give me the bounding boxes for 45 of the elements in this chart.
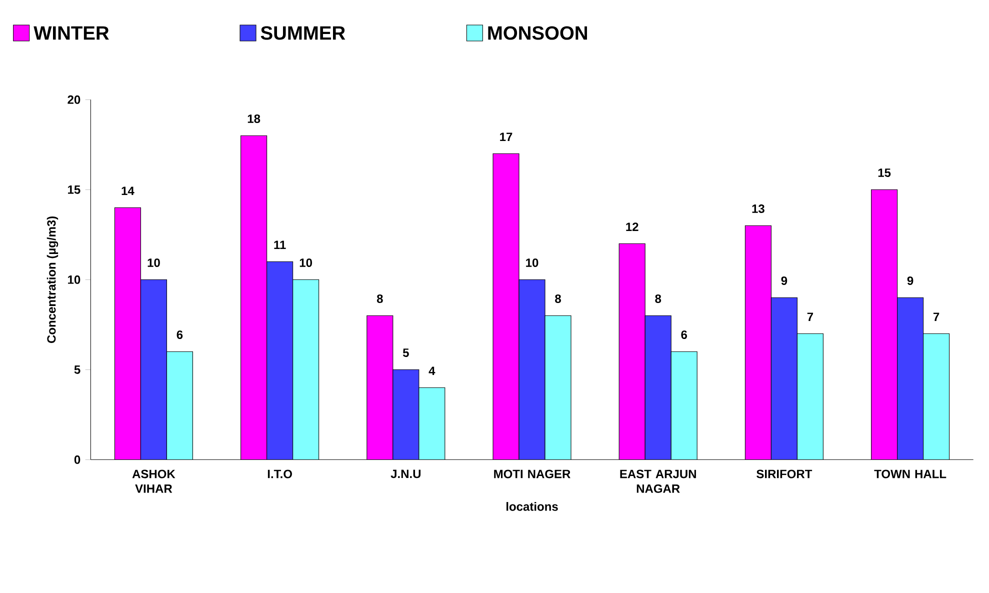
legend-label: WINTER [34, 26, 109, 40]
data-label: 8 [655, 294, 662, 303]
data-label: 11 [274, 240, 286, 249]
data-label: 6 [681, 330, 687, 339]
legend-label: SUMMER [260, 26, 346, 40]
y-axis-title: Concentration (µg/m3) [46, 216, 58, 343]
x-tick-label: J.N.U [390, 470, 421, 478]
bar [519, 280, 546, 460]
data-label: 15 [878, 168, 891, 177]
bar [392, 370, 419, 460]
x-tick-label: SIRIFORT [756, 470, 812, 478]
x-tick-label: ASHOK VIHAR [132, 470, 176, 493]
bar [140, 280, 167, 460]
y-tick-label: 0 [74, 455, 80, 464]
y-tick-label: 15 [68, 185, 80, 194]
data-label: 7 [933, 312, 940, 321]
data-label: 7 [807, 312, 814, 321]
y-tick-label: 5 [74, 365, 80, 374]
data-label: 10 [148, 258, 160, 267]
data-label: 8 [376, 294, 383, 303]
bar [897, 297, 924, 460]
x-axis-title: locations [506, 502, 558, 511]
data-label: 17 [500, 132, 512, 141]
data-label: 9 [907, 276, 914, 285]
x-tick-label: EAST ARJUN NAGAR [620, 470, 696, 493]
data-label: 13 [752, 204, 764, 213]
data-label: 8 [555, 294, 561, 303]
legend-label: MONSOON [488, 26, 587, 40]
y-tick-label: 10 [68, 275, 80, 284]
data-label: 10 [526, 258, 538, 267]
data-label: 18 [248, 114, 260, 123]
bar [645, 316, 672, 460]
data-label: 5 [402, 348, 409, 357]
data-label: 12 [626, 222, 638, 231]
x-tick-label: MOTI NAGER [494, 470, 570, 478]
bar [266, 262, 293, 460]
data-label: 14 [122, 186, 134, 195]
data-label: 4 [428, 366, 436, 375]
x-tick-label: I.T.O [268, 470, 292, 478]
y-tick-label: 20 [68, 95, 80, 104]
bar [771, 298, 798, 460]
data-label: 6 [176, 330, 183, 339]
data-label: 9 [781, 276, 788, 285]
x-tick-label: TOWN HALL [874, 470, 946, 478]
data-label: 10 [300, 258, 312, 267]
